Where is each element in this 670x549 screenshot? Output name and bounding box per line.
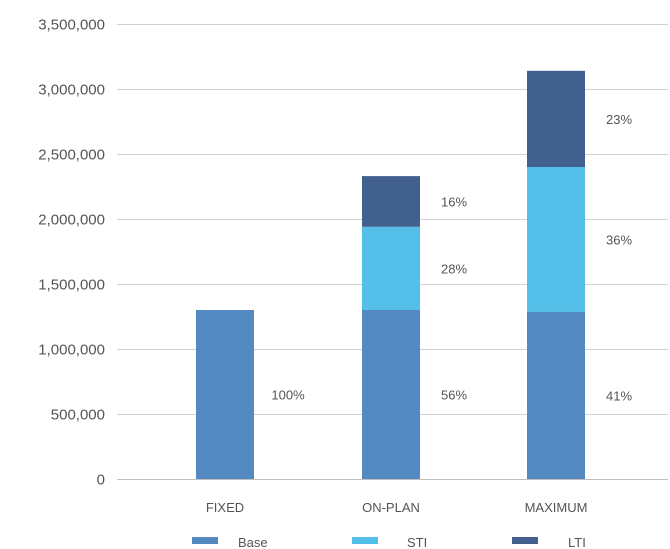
legend-label-base: Base	[238, 535, 268, 549]
y-tick-label: 500,000	[51, 407, 105, 424]
legend-swatch-base	[192, 537, 218, 544]
bar-base-maximum	[527, 311, 585, 479]
y-tick-label: 0	[97, 472, 105, 489]
bar-sti-on-plan	[362, 226, 420, 310]
data-label: 100%	[271, 388, 305, 403]
y-tick-label: 3,500,000	[38, 17, 105, 34]
data-label: 56%	[441, 388, 467, 403]
y-tick-label: 1,000,000	[38, 342, 105, 359]
x-category-label: FIXED	[206, 500, 244, 515]
bar-base-fixed	[196, 310, 254, 479]
bars	[196, 70, 585, 479]
y-tick-label: 3,000,000	[38, 82, 105, 99]
data-labels: 100% 56% 28% 16% 41% 36% 23%	[271, 112, 632, 404]
data-label: 28%	[441, 261, 467, 276]
legend-label-sti: STI	[407, 535, 427, 549]
bar-sti-maximum	[527, 167, 585, 312]
legend-swatch-lti	[512, 537, 538, 544]
bar-lti-on-plan	[362, 176, 420, 227]
x-category-label: MAXIMUM	[525, 500, 588, 515]
bar-lti-maximum	[527, 70, 585, 167]
legend: Base STI LTI	[192, 535, 586, 549]
bar-base-on-plan	[362, 310, 420, 479]
legend-swatch-sti	[352, 537, 378, 544]
y-tick-label: 2,000,000	[38, 212, 105, 229]
y-axis-tick-labels: 0 500,000 1,000,000 1,500,000 2,000,000 2,500…	[38, 17, 105, 489]
legend-label-lti: LTI	[568, 535, 586, 549]
data-label: 41%	[606, 388, 632, 403]
x-axis-category-labels: FIXED ON-PLAN MAXIMUM	[206, 500, 588, 515]
data-label: 23%	[606, 112, 632, 127]
data-label: 36%	[606, 232, 632, 247]
y-tick-label: 2,500,000	[38, 147, 105, 164]
x-category-label: ON-PLAN	[362, 500, 420, 515]
data-label: 16%	[441, 194, 467, 209]
y-tick-label: 1,500,000	[38, 277, 105, 294]
